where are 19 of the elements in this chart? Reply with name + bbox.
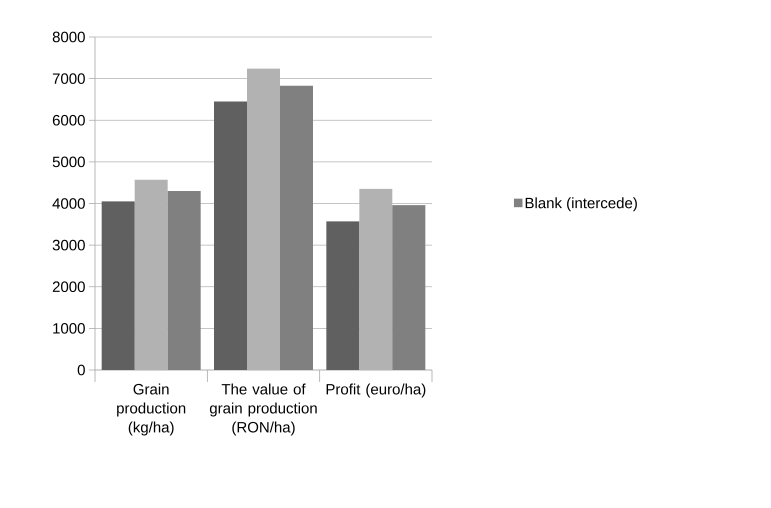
bar	[214, 102, 248, 370]
y-tick-label: 4000	[52, 198, 85, 209]
bar	[280, 86, 314, 370]
bar	[326, 221, 360, 370]
y-tick-label: 6000	[52, 114, 85, 126]
x-tick-label: Grain production (kg/ha)	[117, 384, 186, 436]
legend-label: Blank (intercede)	[526, 197, 637, 212]
y-tick-label: 0	[78, 364, 85, 376]
bar	[392, 205, 426, 370]
x-tick-label: Profit (euro/ha)	[326, 384, 426, 398]
y-tick-label: 1000	[53, 323, 85, 334]
y-tick-label: 7000	[52, 73, 85, 84]
y-tick-label: 8000	[52, 32, 85, 42]
bar	[102, 201, 135, 370]
y-tick-label: 3000	[52, 240, 85, 250]
y-tick-label: 2000	[52, 281, 85, 292]
y-tick-label: 5000	[52, 156, 85, 168]
bar	[168, 191, 201, 370]
x-tick-label: The value of grain production (RON/ha)	[210, 384, 317, 436]
